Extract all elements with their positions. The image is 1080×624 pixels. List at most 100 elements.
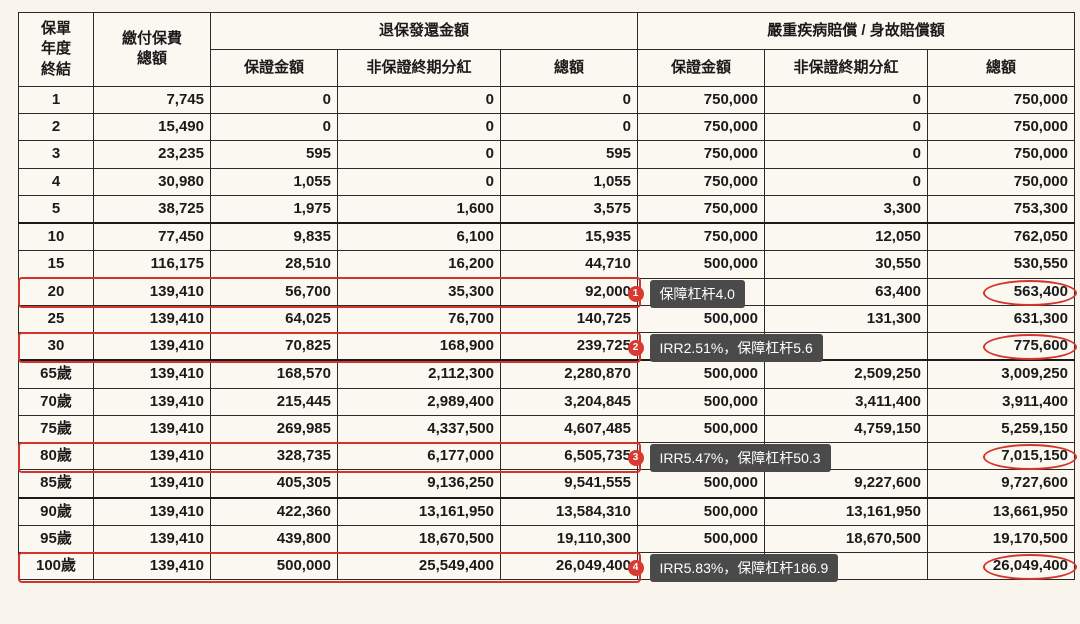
cell-premium: 139,410 — [94, 415, 211, 442]
table-row: 80歲139,410328,7356,177,0006,505,7357,015… — [19, 443, 1075, 470]
cell-premium: 139,410 — [94, 498, 211, 526]
cell-surrender-total: 44,710 — [501, 251, 638, 278]
col-group-surrender: 退保發還金額 — [211, 13, 638, 50]
cell-surrender-total: 26,049,400 — [501, 553, 638, 580]
table-row: 323,2355950595750,0000750,000 — [19, 141, 1075, 168]
cell-year: 1 — [19, 86, 94, 113]
col-surrender-guaranteed: 保證金額 — [211, 49, 338, 86]
header-surrender-group: 退保發還金額 — [379, 22, 469, 39]
cell-surrender-nonguaranteed: 0 — [338, 86, 501, 113]
cell-year: 75歲 — [19, 415, 94, 442]
cell-year: 2 — [19, 114, 94, 141]
cell-surrender-nonguaranteed: 1,600 — [338, 195, 501, 223]
table-row: 65歲139,410168,5702,112,3002,280,870500,0… — [19, 360, 1075, 388]
cell-illness-nonguaranteed: 0 — [765, 114, 928, 141]
cell-year: 80歲 — [19, 443, 94, 470]
col-surrender-total: 總額 — [501, 49, 638, 86]
cell-year: 95歲 — [19, 525, 94, 552]
annotation-badge: 4 — [628, 560, 644, 576]
cell-premium: 139,410 — [94, 333, 211, 361]
cell-surrender-guaranteed: 269,985 — [211, 415, 338, 442]
cell-premium: 77,450 — [94, 223, 211, 251]
cell-illness-guaranteed: 750,000 — [638, 114, 765, 141]
cell-illness-total: 3,009,250 — [928, 360, 1075, 388]
cell-surrender-nonguaranteed: 13,161,950 — [338, 498, 501, 526]
cell-illness-guaranteed: 750,000 — [638, 195, 765, 223]
col-group-illness: 嚴重疾病賠償 / 身故賠償額 — [638, 13, 1075, 50]
cell-surrender-total: 3,204,845 — [501, 388, 638, 415]
cell-illness-total: 19,170,500 — [928, 525, 1075, 552]
cell-illness-guaranteed: 750,000 — [638, 141, 765, 168]
annotation: 1 保障杠杆4.0 — [628, 280, 745, 308]
cell-premium: 139,410 — [94, 278, 211, 305]
cell-illness-total: 631,300 — [928, 305, 1075, 332]
cell-surrender-total: 239,725 — [501, 333, 638, 361]
cell-surrender-nonguaranteed: 0 — [338, 114, 501, 141]
table-row: 70歲139,410215,4452,989,4003,204,845500,0… — [19, 388, 1075, 415]
cell-illness-nonguaranteed: 9,227,600 — [765, 470, 928, 498]
cell-illness-nonguaranteed: 3,411,400 — [765, 388, 928, 415]
cell-illness-total: 5,259,150 — [928, 415, 1075, 442]
annotation-text: IRR2.51%，保障杠杆5.6 — [650, 334, 823, 362]
cell-illness-guaranteed: 500,000 — [638, 388, 765, 415]
annotation: 3IRR5.47%，保障杠杆50.3 — [628, 444, 831, 472]
header-year-end: 保單年度終結 — [41, 20, 71, 78]
cell-surrender-total: 19,110,300 — [501, 525, 638, 552]
cell-surrender-nonguaranteed: 25,549,400 — [338, 553, 501, 580]
table-row: 100歲139,410500,00025,549,40026,049,40026… — [19, 553, 1075, 580]
cell-surrender-total: 15,935 — [501, 223, 638, 251]
annotation-text: 保障杠杆4.0 — [650, 280, 745, 308]
cell-premium: 15,490 — [94, 114, 211, 141]
cell-illness-guaranteed: 500,000 — [638, 305, 765, 332]
header-premium: 繳付保費總額 — [122, 30, 182, 67]
cell-surrender-guaranteed: 595 — [211, 141, 338, 168]
cell-surrender-guaranteed: 1,975 — [211, 195, 338, 223]
cell-illness-total: 530,550 — [928, 251, 1075, 278]
cell-surrender-guaranteed: 422,360 — [211, 498, 338, 526]
cell-year: 20 — [19, 278, 94, 305]
cell-surrender-guaranteed: 56,700 — [211, 278, 338, 305]
annotation-badge: 1 — [628, 286, 644, 302]
cell-surrender-nonguaranteed: 6,100 — [338, 223, 501, 251]
col-surrender-nonguaranteed: 非保證終期分紅 — [338, 49, 501, 86]
cell-surrender-nonguaranteed: 18,670,500 — [338, 525, 501, 552]
annotation-badge: 2 — [628, 340, 644, 356]
annotation: 2 IRR2.51%，保障杠杆5.6 — [628, 334, 823, 362]
table-row: 85歲139,410405,3059,136,2509,541,555500,0… — [19, 470, 1075, 498]
cell-premium: 139,410 — [94, 553, 211, 580]
cell-surrender-guaranteed: 0 — [211, 114, 338, 141]
cell-surrender-total: 3,575 — [501, 195, 638, 223]
table-row: 17,745000750,0000750,000 — [19, 86, 1075, 113]
cell-illness-nonguaranteed: 0 — [765, 141, 928, 168]
table-row: 30139,41070,825168,900239,725775,600 — [19, 333, 1075, 361]
table-row: 15116,17528,51016,20044,710500,00030,550… — [19, 251, 1075, 278]
cell-illness-nonguaranteed: 30,550 — [765, 251, 928, 278]
cell-premium: 139,410 — [94, 525, 211, 552]
cell-premium: 7,745 — [94, 86, 211, 113]
cell-illness-guaranteed: 500,000 — [638, 415, 765, 442]
cell-illness-total: 750,000 — [928, 141, 1075, 168]
cell-surrender-guaranteed: 405,305 — [211, 470, 338, 498]
cell-surrender-total: 92,000 — [501, 278, 638, 305]
cell-year: 4 — [19, 168, 94, 195]
table-row: 25139,41064,02576,700140,725500,000131,3… — [19, 305, 1075, 332]
cell-illness-nonguaranteed: 18,670,500 — [765, 525, 928, 552]
cell-surrender-guaranteed: 64,025 — [211, 305, 338, 332]
annotation-text: IRR5.83%，保障杠杆186.9 — [650, 554, 839, 582]
cell-illness-guaranteed: 500,000 — [638, 525, 765, 552]
cell-surrender-nonguaranteed: 9,136,250 — [338, 470, 501, 498]
cell-illness-nonguaranteed: 4,759,150 — [765, 415, 928, 442]
cell-year: 5 — [19, 195, 94, 223]
cell-year: 85歲 — [19, 470, 94, 498]
cell-illness-total: 750,000 — [928, 168, 1075, 195]
table-row: 430,9801,05501,055750,0000750,000 — [19, 168, 1075, 195]
cell-premium: 30,980 — [94, 168, 211, 195]
cell-illness-total: 775,600 — [928, 333, 1075, 361]
table-row: 75歲139,410269,9854,337,5004,607,485500,0… — [19, 415, 1075, 442]
cell-year: 25 — [19, 305, 94, 332]
cell-surrender-guaranteed: 28,510 — [211, 251, 338, 278]
cell-illness-guaranteed: 500,000 — [638, 470, 765, 498]
cell-illness-total: 753,300 — [928, 195, 1075, 223]
table-body: 17,745000750,0000750,000215,490000750,00… — [19, 86, 1075, 580]
cell-surrender-nonguaranteed: 16,200 — [338, 251, 501, 278]
